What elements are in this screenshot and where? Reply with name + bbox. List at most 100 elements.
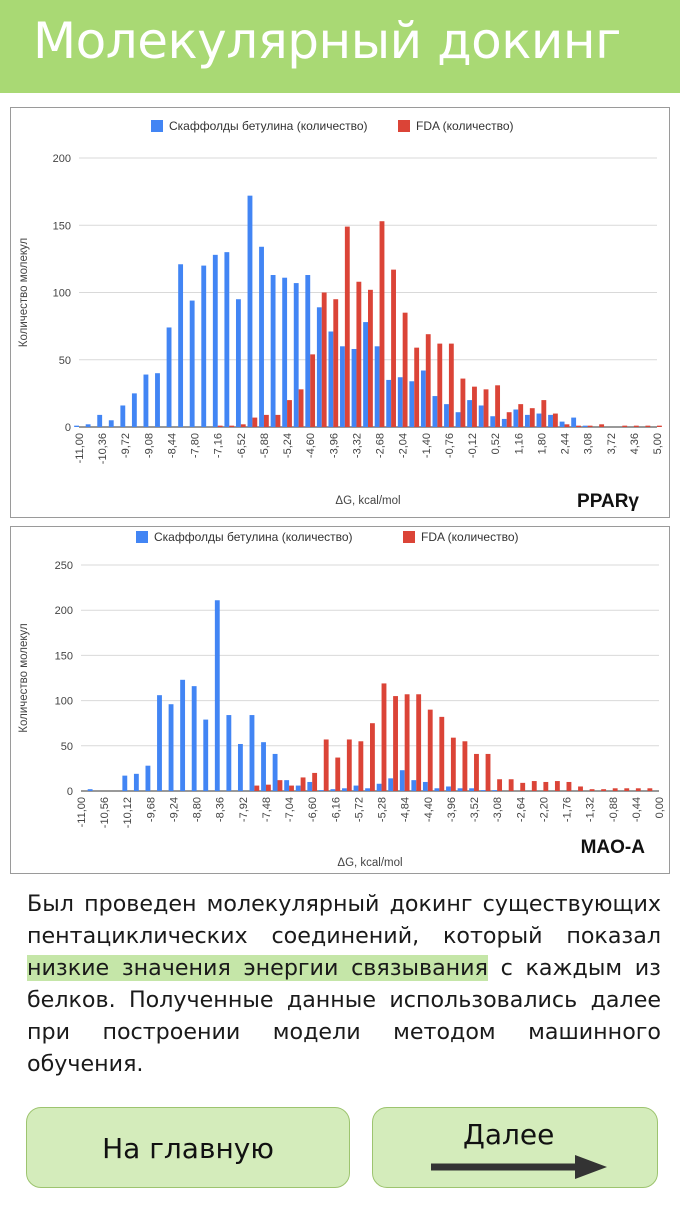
x-tick-label: -6,52 <box>236 433 248 458</box>
bar-scaffold <box>467 400 473 427</box>
y-tick-label: 150 <box>53 220 71 232</box>
bar-fda <box>599 424 605 427</box>
bar-scaffold <box>513 409 519 427</box>
bar-fda <box>252 417 258 427</box>
bar-scaffold <box>166 327 172 427</box>
x-tick-label: -3,08 <box>492 797 504 822</box>
bar-fda <box>647 788 653 791</box>
legend-swatch-scaffold <box>151 120 163 132</box>
bar-fda <box>448 343 454 427</box>
bar-scaffold <box>559 421 565 427</box>
legend-swatch-fda <box>403 531 415 543</box>
bar-fda <box>335 757 341 791</box>
home-button[interactable]: На главную <box>26 1107 350 1188</box>
legend-swatch-scaffold <box>136 531 148 543</box>
bar-fda <box>531 781 537 791</box>
x-tick-label: -1,32 <box>585 797 597 822</box>
bar-fda <box>450 737 456 791</box>
bar-scaffold <box>155 373 160 427</box>
bar-scaffold <box>363 322 368 427</box>
bar-fda <box>624 788 630 791</box>
bar-fda <box>460 378 466 427</box>
bar-scaffold <box>284 780 290 791</box>
bar-fda <box>552 413 558 427</box>
x-tick-label: -9,08 <box>143 433 155 458</box>
bar-scaffold <box>411 780 417 791</box>
bar-scaffold <box>478 405 484 427</box>
y-tick-label: 100 <box>53 288 71 300</box>
bar-fda <box>495 385 501 427</box>
bar-scaffold <box>212 254 218 427</box>
bar-scaffold <box>203 719 209 791</box>
x-tick-label: -4,60 <box>305 433 317 458</box>
bar-scaffold <box>501 418 507 427</box>
bar-scaffold <box>178 264 184 427</box>
bar-scaffold <box>157 695 162 791</box>
bar-scaffold <box>249 715 255 791</box>
x-tick-label: 1,16 <box>513 433 525 454</box>
x-axis-title: ΔG, kcal/mol <box>337 857 402 869</box>
home-button-label: На главную <box>102 1132 274 1165</box>
bar-scaffold <box>122 775 128 791</box>
bar-fda <box>474 753 479 791</box>
x-tick-label: 0,52 <box>490 433 502 454</box>
bar-fda <box>287 400 292 427</box>
x-tick-label: -9,24 <box>168 797 180 822</box>
bar-scaffold <box>374 346 380 427</box>
chart-mao-a: 0 50 100 150 200 250 -11,00 -10,56 -10,12 -9,68 -9… <box>10 526 670 874</box>
bar-fda <box>425 334 431 427</box>
bar-scaffold <box>214 600 220 791</box>
x-tick-label: -0,12 <box>467 433 479 458</box>
bar-fda <box>323 739 329 791</box>
bar-fda <box>437 343 443 427</box>
bar-fda <box>541 400 547 427</box>
bar-fda <box>310 354 316 427</box>
bar-scaffold <box>386 379 392 427</box>
next-button[interactable]: Далее <box>372 1107 658 1188</box>
bar-fda <box>529 408 535 427</box>
legend-label: FDA (количество) <box>421 530 519 544</box>
bar-scaffold <box>432 396 438 427</box>
bar-scaffold <box>85 424 91 427</box>
x-tick-label: -2,64 <box>515 797 527 822</box>
x-tick-label: -0,44 <box>631 797 643 822</box>
bar-scaffold <box>342 788 347 791</box>
x-tick-label: 0,00 <box>654 797 666 818</box>
x-tick-label: -7,48 <box>261 797 273 822</box>
bar-fda <box>657 425 662 427</box>
x-tick-label: -8,44 <box>166 433 178 458</box>
bar-fda <box>587 425 593 427</box>
header-bar: Молекулярный докинг <box>0 0 680 93</box>
bar-fda <box>402 312 408 427</box>
bar-scaffold <box>295 785 301 791</box>
bar-scaffold <box>524 414 530 427</box>
x-tick-label: -0,76 <box>444 433 456 458</box>
next-button-label: Далее <box>463 1118 555 1151</box>
bar-fda <box>543 781 549 791</box>
bar-scaffold <box>422 781 428 791</box>
bar-fda <box>576 425 581 427</box>
bar-scaffold <box>305 275 311 427</box>
bar-fda <box>391 269 396 427</box>
bar-fda <box>483 389 489 427</box>
y-tick-label: 0 <box>67 786 73 798</box>
bar-fda <box>589 789 595 791</box>
x-tick-label: -2,68 <box>375 433 387 458</box>
bar-scaffold <box>307 781 313 791</box>
y-tick-label: 50 <box>59 355 71 367</box>
bar-scaffold <box>143 374 149 427</box>
bar-scaffold <box>259 246 264 427</box>
bar-fda <box>289 785 294 791</box>
bar-fda <box>564 424 570 427</box>
bar-scaffold <box>376 783 382 791</box>
x-tick-label: -5,28 <box>377 797 389 822</box>
x-tick-label: -10,12 <box>122 797 134 828</box>
bar-scaffold <box>120 405 126 427</box>
paragraph-highlight: низкие значения энергии связывания <box>27 955 488 981</box>
chart-ppar-gamma: 0 50 100 150 200 -11,00 -10,36 -9,72 -9,08 -8,44-… <box>10 107 670 518</box>
bar-fda <box>645 425 651 427</box>
bar-scaffold <box>469 788 475 791</box>
bar-scaffold <box>133 773 139 791</box>
bar-fda <box>439 716 445 791</box>
bar-scaffold <box>388 778 394 791</box>
